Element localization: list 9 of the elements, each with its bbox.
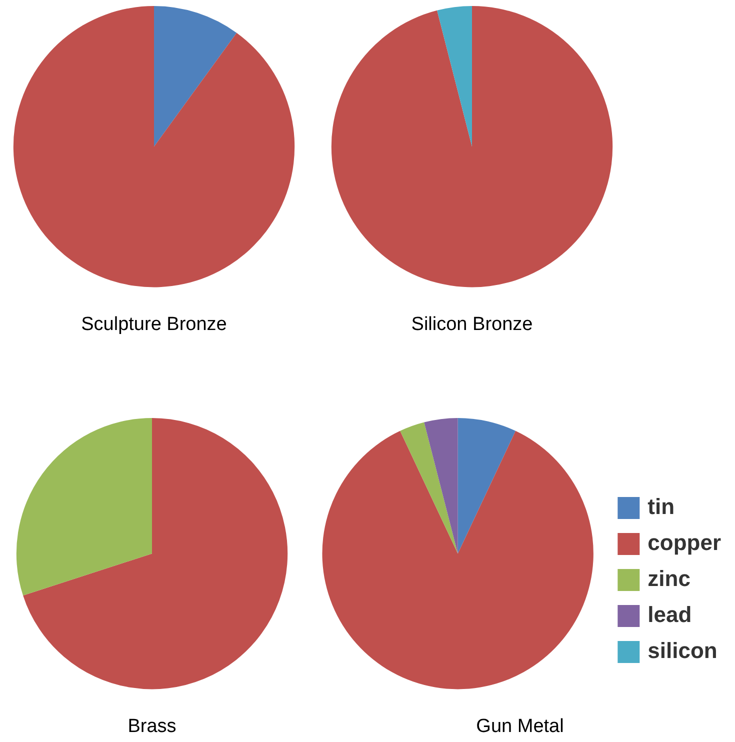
- text: Gun Metal: [476, 716, 564, 737]
- legend-label: silicon: [648, 638, 718, 664]
- legend-label: lead: [648, 602, 692, 628]
- text: Silicon Bronze: [411, 314, 533, 335]
- text: Sculpture Bronze: [81, 314, 227, 335]
- text: Brass: [128, 716, 176, 737]
- legend-label: copper: [648, 530, 722, 556]
- legend-label: zinc: [648, 566, 690, 592]
- legend-label: tin: [648, 494, 675, 520]
